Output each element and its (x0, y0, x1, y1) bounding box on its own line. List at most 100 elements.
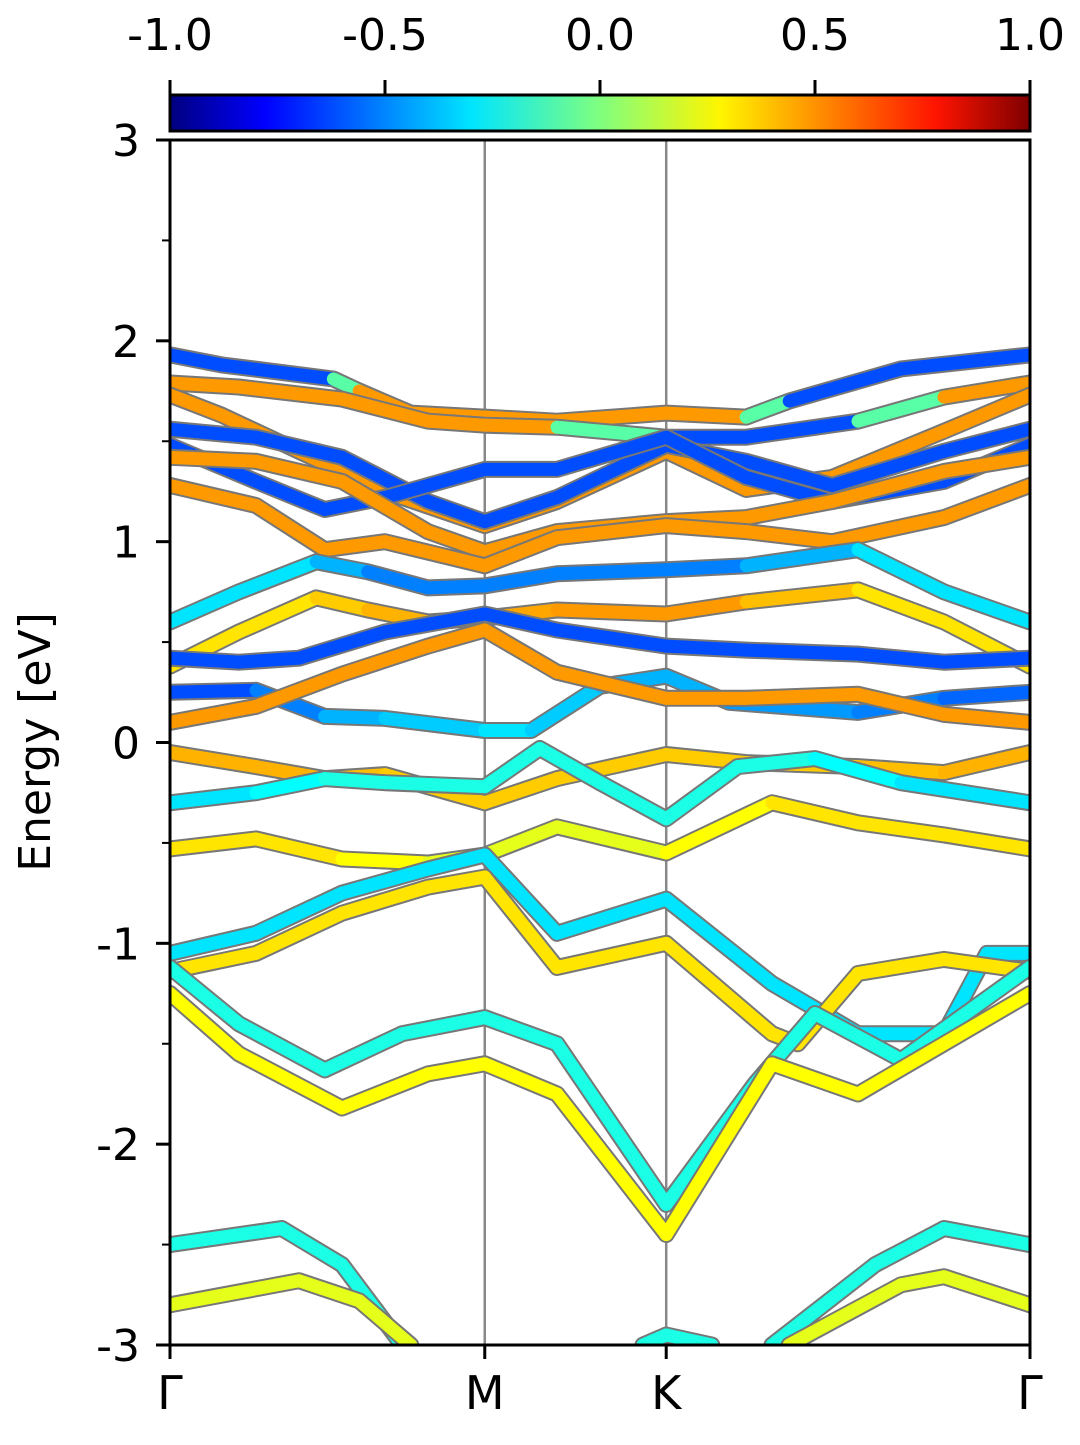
band-segment (318, 709, 392, 725)
y-tick-label: 3 (112, 116, 140, 167)
band-segment (894, 1270, 951, 1292)
band-segment (249, 474, 332, 517)
band-segment (765, 1057, 865, 1101)
band-segment (808, 752, 908, 790)
band-segment (937, 1270, 1030, 1312)
band-segment (593, 776, 673, 826)
band-segment (421, 495, 492, 529)
colorbar-tick-label: -0.5 (342, 10, 428, 61)
colorbar-gradient (168, 93, 1032, 133)
band-segment (739, 454, 839, 492)
band-segment (937, 376, 1030, 404)
band-segment (421, 414, 492, 432)
band-segment (170, 960, 246, 1031)
band-segment (524, 679, 607, 737)
band-segment (478, 1011, 564, 1051)
band-segment (378, 776, 492, 794)
band-segment (659, 1057, 779, 1242)
colorbar-ticks: -1.0 -0.5 0.0 0.5 1.0 (127, 10, 1065, 95)
band-segment (825, 511, 951, 549)
band-segment (170, 388, 229, 422)
band-segment (739, 495, 839, 525)
band-segment (378, 535, 492, 573)
band-segment (550, 665, 673, 705)
y-tick-label: 2 (112, 317, 140, 368)
bands (170, 346, 1030, 1345)
band-segment (739, 543, 865, 573)
band-segment (894, 776, 1030, 810)
band-segment (937, 422, 1030, 458)
band-segment (659, 444, 753, 496)
band-segment (170, 422, 263, 444)
band-segment (249, 430, 349, 464)
band-segment (378, 462, 492, 504)
band-segment (937, 746, 1030, 780)
band-segment (378, 711, 492, 737)
band-line (170, 740, 1030, 828)
band-segment (478, 820, 564, 862)
band-segment (170, 1222, 289, 1252)
band-segment (937, 388, 1030, 438)
band-segment (550, 603, 673, 621)
band-segment (478, 848, 564, 940)
band-segment (659, 430, 753, 484)
band-segment (478, 418, 564, 434)
band-segment (782, 362, 908, 408)
band-segment (170, 746, 263, 774)
band-segment (421, 525, 492, 559)
band-segment (170, 832, 263, 856)
x-tick-label: Γ (157, 1366, 183, 1420)
band-segment (215, 358, 340, 386)
band-segment (170, 478, 263, 513)
band-segment (170, 926, 263, 960)
band-line (170, 868, 1030, 1053)
band-line (634, 1326, 721, 1345)
band-segment (937, 1222, 1030, 1252)
band-segment (550, 623, 673, 653)
band-segment (478, 1057, 564, 1101)
band-segment (275, 1222, 349, 1272)
band-segment (937, 651, 1030, 669)
band-segment (533, 742, 607, 790)
band-segment (421, 579, 492, 595)
band-segment (318, 535, 392, 557)
band-segment (478, 623, 564, 679)
band-segment (170, 348, 229, 372)
band-segment (335, 639, 435, 681)
band-segment (937, 478, 1030, 525)
colorbar-tick-label: 0.0 (565, 10, 635, 61)
y-tick-label: -2 (96, 1120, 140, 1171)
y-tick-label: 1 (112, 518, 140, 569)
band-segment (309, 591, 375, 617)
band-segment (851, 816, 951, 842)
band-line (170, 1272, 420, 1345)
band-segment (232, 651, 306, 669)
band-segment (170, 450, 263, 468)
band-segment (808, 1007, 908, 1067)
band-segment (659, 892, 779, 990)
band-segment (335, 474, 435, 539)
band-segment (550, 820, 673, 860)
band-segment (894, 348, 1030, 376)
band-segment (659, 559, 753, 577)
band-segment (335, 1067, 435, 1115)
band-segment (868, 1222, 951, 1272)
band-segment (478, 567, 564, 593)
band-segment (292, 625, 392, 665)
band-segment (825, 444, 951, 492)
band-segment (739, 525, 839, 549)
band-segment (352, 1294, 418, 1345)
band-segment (335, 862, 435, 900)
band-line (763, 1220, 1030, 1345)
band-segment (478, 607, 564, 637)
band-segment (851, 687, 951, 721)
band-segment (478, 490, 564, 529)
band-segment (550, 1037, 673, 1211)
band-segment (378, 607, 492, 639)
band-segment (825, 424, 951, 484)
band-outline (170, 846, 1030, 1043)
band-segment (249, 886, 349, 940)
band-segment (421, 848, 492, 876)
band-segment (739, 687, 865, 705)
